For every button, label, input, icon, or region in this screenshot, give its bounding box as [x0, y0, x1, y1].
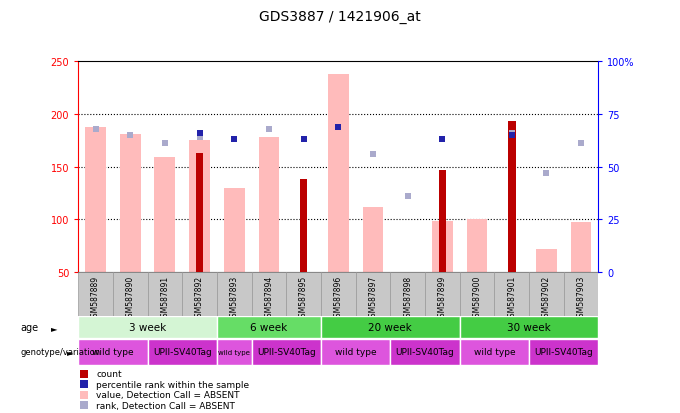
Text: 30 week: 30 week	[507, 322, 551, 332]
Bar	[78, 339, 148, 365]
Bar	[78, 273, 113, 316]
Bar	[390, 339, 460, 365]
Bar	[217, 273, 252, 316]
Bar	[362, 207, 384, 273]
Bar	[460, 316, 598, 338]
Text: UPII-SV40Tag: UPII-SV40Tag	[153, 348, 211, 356]
Text: wild type: wild type	[335, 348, 377, 356]
Text: GSM587902: GSM587902	[542, 275, 551, 321]
Text: GSM587897: GSM587897	[369, 275, 377, 321]
Bar	[321, 339, 390, 365]
Bar	[217, 316, 321, 338]
Bar	[217, 339, 252, 365]
Bar	[328, 75, 349, 273]
Text: 20 week: 20 week	[369, 322, 412, 332]
Bar	[85, 127, 106, 273]
Bar	[432, 221, 453, 273]
Bar	[154, 158, 175, 273]
Bar	[321, 316, 460, 338]
Bar	[390, 273, 425, 316]
Text: GSM587901: GSM587901	[507, 275, 516, 321]
Bar	[113, 273, 148, 316]
Bar	[466, 220, 488, 273]
Text: UPII-SV40Tag: UPII-SV40Tag	[396, 348, 454, 356]
Text: UPII-SV40Tag: UPII-SV40Tag	[534, 348, 593, 356]
Text: wild type: wild type	[473, 348, 515, 356]
Bar	[189, 141, 210, 273]
Text: GSM587890: GSM587890	[126, 275, 135, 321]
Bar	[536, 249, 557, 273]
Bar	[356, 273, 390, 316]
Bar	[148, 339, 217, 365]
Bar	[196, 154, 203, 273]
Bar	[494, 273, 529, 316]
Text: GSM587891: GSM587891	[160, 275, 169, 321]
Bar	[182, 273, 217, 316]
Bar	[258, 138, 279, 273]
Bar	[286, 273, 321, 316]
Text: percentile rank within the sample: percentile rank within the sample	[97, 380, 250, 389]
Text: ►: ►	[67, 348, 73, 356]
Text: wild type: wild type	[218, 349, 250, 355]
Bar	[425, 273, 460, 316]
Bar	[571, 222, 592, 273]
Text: count: count	[97, 370, 122, 379]
Bar	[252, 339, 321, 365]
Text: GSM587900: GSM587900	[473, 275, 481, 321]
Text: 6 week: 6 week	[250, 322, 288, 332]
Text: age: age	[20, 322, 39, 332]
Text: GSM587895: GSM587895	[299, 275, 308, 321]
Text: GSM587892: GSM587892	[195, 275, 204, 321]
Bar	[460, 273, 494, 316]
Text: UPII-SV40Tag: UPII-SV40Tag	[257, 348, 316, 356]
Bar	[252, 273, 286, 316]
Text: GSM587903: GSM587903	[577, 275, 585, 321]
Text: GSM587893: GSM587893	[230, 275, 239, 321]
Text: GSM587889: GSM587889	[91, 275, 100, 321]
Text: value, Detection Call = ABSENT: value, Detection Call = ABSENT	[97, 390, 240, 399]
Text: wild type: wild type	[92, 348, 134, 356]
Bar	[439, 171, 446, 273]
Bar	[529, 273, 564, 316]
Text: ►: ►	[51, 323, 58, 332]
Bar	[78, 316, 217, 338]
Bar	[529, 339, 598, 365]
Text: GSM587894: GSM587894	[265, 275, 273, 321]
Bar	[300, 180, 307, 273]
Text: rank, Detection Call = ABSENT: rank, Detection Call = ABSENT	[97, 401, 235, 410]
Text: GDS3887 / 1421906_at: GDS3887 / 1421906_at	[259, 10, 421, 24]
Text: GSM587898: GSM587898	[403, 275, 412, 321]
Bar	[148, 273, 182, 316]
Text: 3 week: 3 week	[129, 322, 166, 332]
Text: GSM587899: GSM587899	[438, 275, 447, 321]
Text: genotype/variation: genotype/variation	[20, 348, 101, 356]
Bar	[224, 188, 245, 273]
Bar	[508, 122, 515, 273]
Bar	[321, 273, 356, 316]
Bar	[564, 273, 598, 316]
Bar	[460, 339, 529, 365]
Text: GSM587896: GSM587896	[334, 275, 343, 321]
Bar	[120, 135, 141, 273]
